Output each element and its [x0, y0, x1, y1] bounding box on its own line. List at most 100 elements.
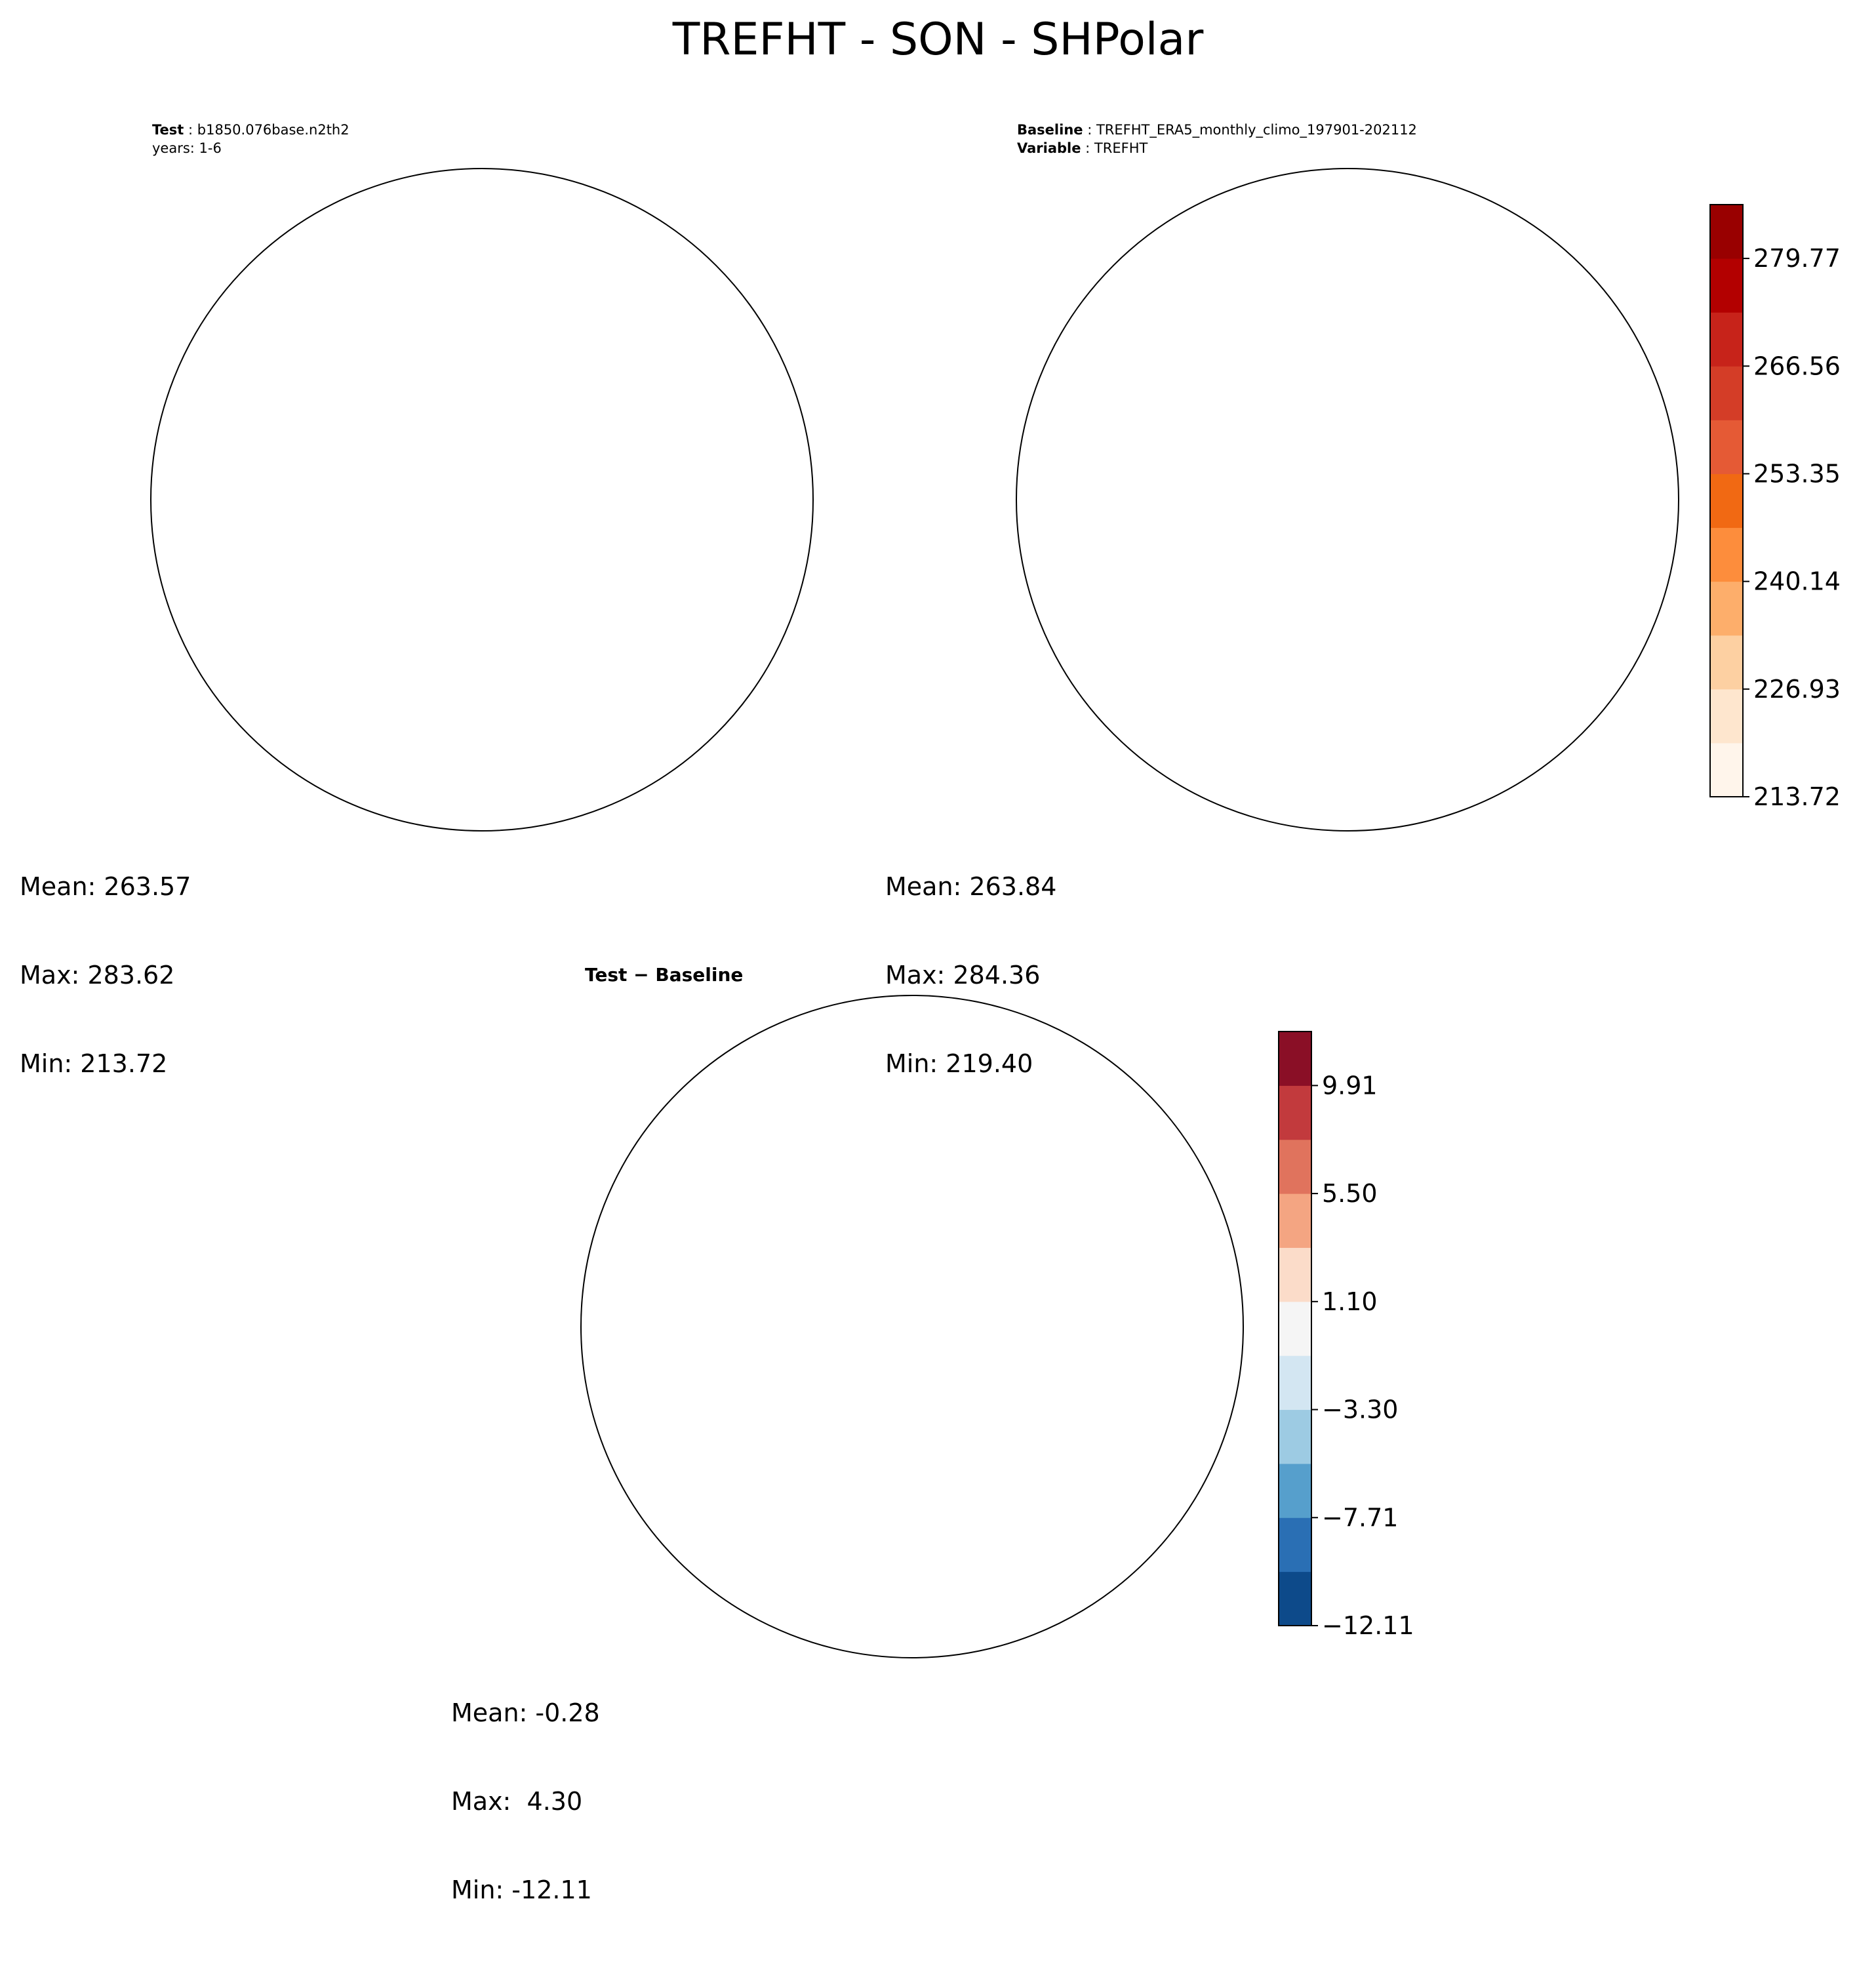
test-inland-2: [410, 398, 647, 610]
diff-antarctic-cool-3: [889, 1337, 955, 1376]
baseline-band-2: [1043, 178, 1652, 801]
main-colorbar: 213.72 226.93 240.14 253.35 266.56 279.77: [1709, 204, 1841, 811]
main-colorbar-tick-label: 279.77: [1753, 244, 1841, 273]
diff-min: Min: -12.11: [451, 1875, 592, 1904]
diff-warm-region-south: [699, 1458, 990, 1611]
baseline-label: Baseline: [1017, 122, 1083, 138]
diff-colorbar-segment: [1279, 1247, 1311, 1302]
diff-colorbar-tick-label: −7.71: [1322, 1503, 1398, 1532]
diff-max: Max: 4.30: [451, 1787, 583, 1816]
diff-colorbar: −12.11 −7.71 −3.30 1.10 5.50 9.91: [1278, 1031, 1414, 1640]
diff-panel-title: Test − Baseline: [585, 964, 744, 986]
diff-colorbar-border: [1278, 1031, 1312, 1626]
test-band-3: [633, 668, 711, 729]
test-inland-1: [363, 364, 658, 629]
diff-colorbar-tick-label: 1.10: [1322, 1287, 1378, 1316]
test-case-name: b1850.076base.n2th2: [197, 122, 349, 138]
test-band-2: [633, 668, 784, 808]
main-colorbar-tick-label: 213.72: [1753, 782, 1841, 811]
baseline-band-4: [1161, 303, 1554, 696]
diff-colorbar-segment: [1279, 1193, 1311, 1248]
test-band-5: [321, 346, 669, 667]
baseline-panel-header: Baseline : TREFHT_ERA5_monthly_climo_197…: [1017, 122, 1417, 156]
baseline-band-1: [1016, 169, 1679, 831]
diff-antarctic-cool-4: [932, 1396, 965, 1449]
test-inland-3: [457, 425, 638, 587]
test-max: Max: 283.62: [20, 961, 175, 990]
test-band-1: [633, 668, 813, 831]
diff-colorbar-segment: [1279, 1409, 1311, 1464]
diff-south-america: [604, 1222, 690, 1262]
diff-warm-region-north: [742, 1104, 1029, 1268]
test-coast-fill: [334, 336, 690, 654]
baseline-inland-2: [1268, 393, 1515, 614]
test-band-4: [633, 668, 689, 696]
diff-colorbar-tick-label: 5.50: [1322, 1179, 1378, 1208]
variable-name: TREFHT: [1094, 140, 1148, 156]
baseline-max: Max: 284.36: [885, 961, 1041, 990]
diff-map: [581, 995, 1243, 1658]
diff-missing-data-line: [910, 995, 913, 1336]
diff-colorbar-segment: [1279, 1463, 1311, 1518]
main-colorbar-segment: [1710, 420, 1743, 474]
test-mean: Mean: 263.57: [20, 872, 191, 901]
baseline-inland-3: [1308, 417, 1506, 593]
diff-colorbar-tick-label: 9.91: [1322, 1071, 1378, 1100]
diff-coastline: [777, 1175, 1106, 1470]
diff-colorbar-segment: [1279, 1032, 1311, 1086]
test-map-border: [150, 168, 814, 832]
diff-colorbar-tick-label: −3.30: [1322, 1395, 1398, 1424]
test-missing-data-line: [479, 169, 483, 536]
diff-colorbar-segment: [1279, 1571, 1311, 1626]
baseline-inland-1: [1225, 361, 1528, 631]
test-island-1: [370, 349, 376, 375]
diff-colorbar-segment: [1279, 1301, 1311, 1356]
main-colorbar-tick-label: 240.14: [1753, 567, 1841, 596]
figure-canvas: 213.72 226.93 240.14 253.35 266.56 279.77 −12…: [150, 168, 1841, 1658]
baseline-map: [1016, 169, 1679, 831]
variable-label: Variable: [1017, 140, 1081, 156]
main-colorbar-tick-label: 253.35: [1753, 459, 1841, 488]
baseline-south-america: [1039, 395, 1125, 435]
main-colorbar-segment: [1710, 635, 1743, 690]
diff-map-border: [580, 995, 1244, 1658]
diff-warm-patch-2: [820, 1458, 860, 1510]
baseline-case-name: TREFHT_ERA5_monthly_climo_197901-202112: [1096, 122, 1417, 138]
baseline-band-5: [1187, 346, 1534, 667]
main-colorbar-segment: [1710, 689, 1743, 744]
main-colorbar-segment: [1710, 742, 1743, 797]
main-colorbar-segment: [1710, 581, 1743, 636]
test-south-america: [174, 395, 260, 435]
diff-colorbar-segment: [1279, 1517, 1311, 1573]
main-colorbar-segment: [1710, 366, 1743, 420]
test-island-2: [233, 342, 243, 354]
main-colorbar-tick-label: 266.56: [1753, 351, 1841, 380]
test-panel-header: Test : b1850.076base.n2th2 years: 1-6: [152, 122, 349, 156]
main-colorbar-border: [1709, 204, 1744, 797]
diff-cool-patch-north: [584, 1156, 676, 1209]
diff-background: [581, 995, 1243, 1658]
diff-warm-patch-1: [742, 1454, 794, 1500]
test-coastline: [347, 348, 676, 643]
baseline-coast-fill: [1200, 336, 1555, 654]
baseline-min: Min: 219.40: [885, 1049, 1033, 1078]
baseline-band-3: [1121, 244, 1587, 729]
main-colorbar-segment: [1710, 473, 1743, 529]
diff-warm-region-east: [1083, 1248, 1210, 1346]
test-label: Test: [152, 122, 184, 138]
diff-colorbar-segment: [1279, 1085, 1311, 1140]
diff-colorbar-segment: [1279, 1139, 1311, 1194]
main-colorbar-segment: [1710, 527, 1743, 582]
figure: TREFHT - SON - SHPolar Test : b1850.076b…: [20, 14, 1841, 1904]
baseline-map-border: [1016, 168, 1679, 832]
main-colorbar-segment: [1710, 258, 1743, 313]
baseline-inland-4: [1350, 438, 1488, 562]
test-years: years: 1-6: [152, 140, 222, 156]
test-stats: Mean: 263.57 Max: 283.62 Min: 213.72: [20, 813, 191, 1138]
diff-colorbar-segment: [1279, 1355, 1311, 1411]
diff-antarctic-cool-2: [796, 1193, 1085, 1453]
baseline-island-2: [1098, 342, 1109, 354]
baseline-coastline: [1212, 348, 1542, 643]
main-colorbar-segment: [1710, 312, 1743, 367]
diff-antarctic-cool-5: [837, 1291, 876, 1317]
